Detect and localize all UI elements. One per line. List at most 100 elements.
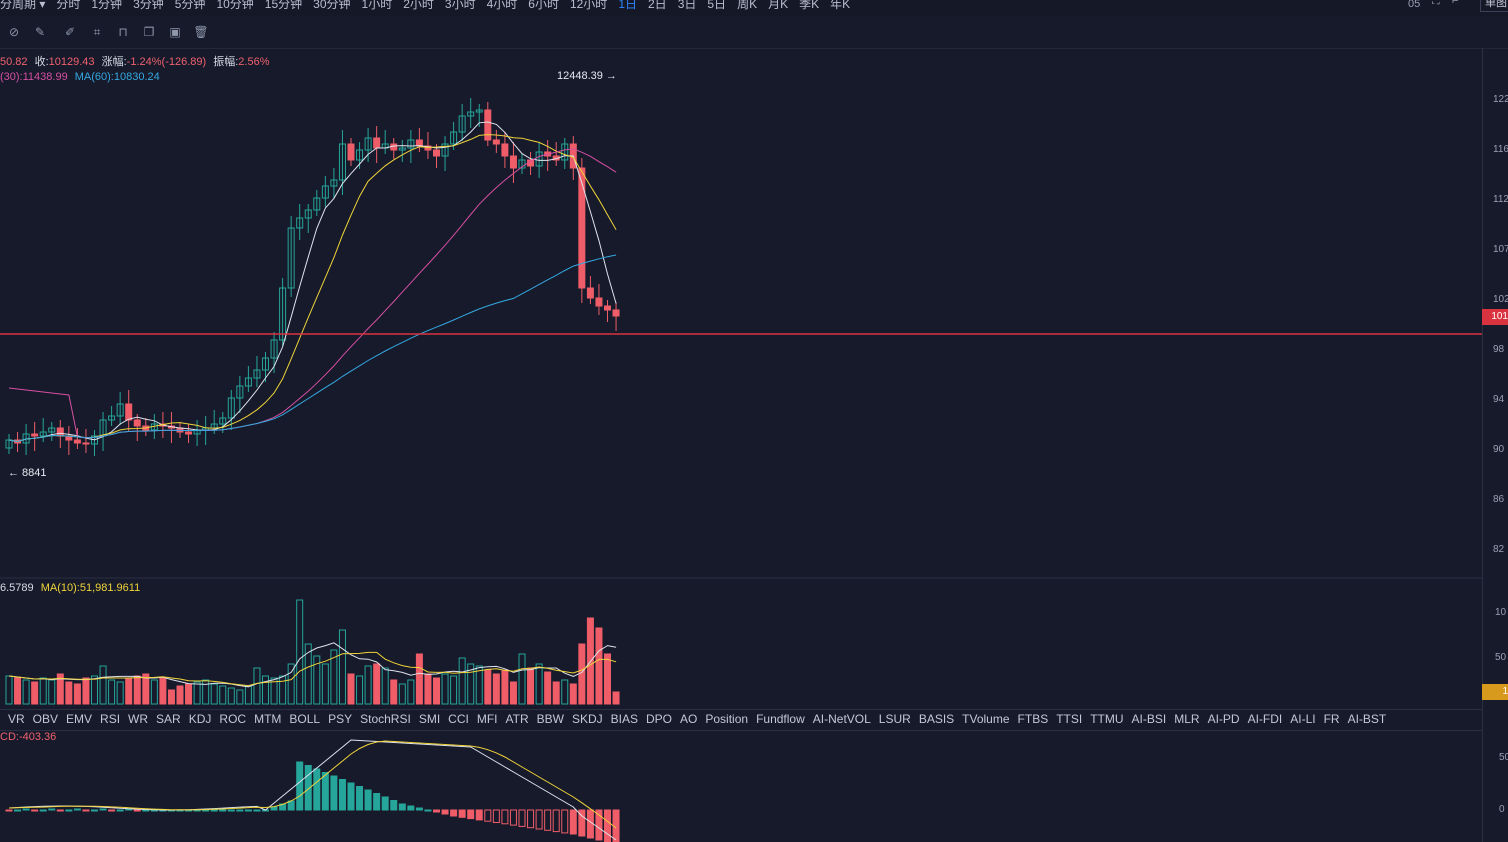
period-7[interactable]: 30分钟 <box>313 0 351 11</box>
indicator-tab-fundflow[interactable]: Fundflow <box>756 712 805 726</box>
volume-bar <box>313 655 321 705</box>
indicator-tab-sar[interactable]: SAR <box>156 712 181 726</box>
macd-bar <box>544 809 552 831</box>
volume-axis-tick: 10 <box>1495 607 1507 618</box>
period-4[interactable]: 5分钟 <box>174 0 206 11</box>
copy-icon[interactable]: ❐ <box>143 25 155 39</box>
settings-icon[interactable]: ⌐ <box>1452 0 1459 7</box>
volume-bar <box>347 673 355 705</box>
indicator-tab-position[interactable]: Position <box>705 712 749 726</box>
volume-bar <box>210 683 218 705</box>
candle-body <box>321 185 329 199</box>
macd-bar <box>91 809 98 812</box>
measure-icon[interactable]: ⌗ <box>93 25 101 39</box>
timezone-label[interactable]: 05 <box>1408 0 1421 10</box>
indicator-tab-mtm[interactable]: MTM <box>254 712 282 726</box>
low-marker: ← 8841 <box>8 467 47 479</box>
candle-body <box>518 159 526 169</box>
indicator-tab-ttsi[interactable]: TTSI <box>1056 712 1083 726</box>
indicator-tab-bias[interactable]: BIAS <box>610 712 638 726</box>
indicator-tab-vr[interactable]: VR <box>8 712 25 726</box>
period-10[interactable]: 3小时 <box>444 0 476 11</box>
macd-bar <box>210 809 218 812</box>
indicator-tab-mlr[interactable]: MLR <box>1174 712 1200 726</box>
trash-icon[interactable]: 🗑 <box>193 25 209 39</box>
indicator-tab-obv[interactable]: OBV <box>32 712 59 726</box>
period-16[interactable]: 3日 <box>677 0 697 11</box>
indicator-tab-boll[interactable]: BOLL <box>289 712 321 726</box>
indicator-tab-dpo[interactable]: DPO <box>646 712 673 726</box>
price-axis-tick: 102 <box>1493 294 1508 305</box>
fullscreen-icon[interactable]: ⛶ <box>1432 0 1440 7</box>
indicator-tab-skdj[interactable]: SKDJ <box>571 712 603 726</box>
macd-bar <box>552 809 560 833</box>
indicator-tab-rsi[interactable]: RSI <box>100 712 121 726</box>
indicator-tab-wr[interactable]: WR <box>128 712 149 726</box>
volume-bar <box>492 673 500 705</box>
period-8[interactable]: 1小时 <box>361 0 393 11</box>
period-9[interactable]: 2小时 <box>403 0 434 11</box>
macd-bar <box>381 796 389 811</box>
ma60-value: MA(60):10830.24 <box>74 71 160 83</box>
indicator-tab-ftbs[interactable]: FTBS <box>1017 712 1049 726</box>
price-axis[interactable]: 122 116 112 107 102 98 94 90 86 82 10 50 50 0 <box>1482 48 1508 842</box>
indicator-tab-ai-netvol[interactable]: AI-NetVOL <box>812 712 871 726</box>
volume-bar <box>99 665 107 705</box>
period-17[interactable]: 5日 <box>707 0 727 11</box>
period-19[interactable]: 月K <box>768 0 789 11</box>
volume-bar <box>91 675 98 705</box>
indicator-tab-mfi[interactable]: MFI <box>476 712 498 726</box>
indicator-tab-kdj[interactable]: KDJ <box>188 712 212 726</box>
lock-icon[interactable]: ⊓ <box>118 25 128 39</box>
period-5[interactable]: 10分钟 <box>216 0 254 11</box>
candle-body <box>48 427 56 433</box>
indicator-tab-ttmu[interactable]: TTMU <box>1090 712 1124 726</box>
period-11[interactable]: 4小时 <box>486 0 518 11</box>
volume-bar <box>167 689 175 705</box>
indicator-tab-basis[interactable]: BASIS <box>918 712 955 726</box>
pencil-icon[interactable]: ✎ <box>34 25 46 39</box>
period-14[interactable]: 1日 <box>618 0 637 11</box>
macd-bar <box>321 772 329 811</box>
indicator-tab-roc[interactable]: ROC <box>219 712 247 726</box>
period-2[interactable]: 1分钟 <box>91 0 123 11</box>
period-20[interactable]: 季K <box>799 0 820 11</box>
indicator-tab-ao[interactable]: AO <box>680 712 698 726</box>
period-3[interactable]: 3分钟 <box>133 0 164 11</box>
indicator-tab-cci[interactable]: CCI <box>448 712 469 726</box>
period-13[interactable]: 12小时 <box>569 0 608 11</box>
volume-bar <box>185 683 193 705</box>
ruler-icon[interactable]: ⊘ <box>8 25 20 39</box>
indicator-tab-ai-li[interactable]: AI-LI <box>1290 712 1316 726</box>
candle-body <box>467 111 475 117</box>
indicator-tab-atr[interactable]: ATR <box>505 712 529 726</box>
indicator-tab-emv[interactable]: EMV <box>66 712 93 726</box>
period-0[interactable]: 分周期 ▾ <box>0 0 46 11</box>
indicator-tab-ai-bsi[interactable]: AI-BSI <box>1131 712 1167 726</box>
period-15[interactable]: 2日 <box>648 0 667 11</box>
indicator-tab-fr[interactable]: FR <box>1323 712 1340 726</box>
indicator-tab-ai-bst[interactable]: AI-BST <box>1347 712 1387 726</box>
indicator-tab-psy[interactable]: PSY <box>328 712 353 726</box>
indicator-tab-tvolume[interactable]: TVolume <box>962 712 1010 726</box>
period-12[interactable]: 6小时 <box>528 0 559 11</box>
single-chart-button[interactable]: 单图 <box>1480 0 1508 12</box>
period-1[interactable]: 分时 <box>56 0 81 11</box>
pen-icon[interactable]: ✐ <box>64 25 76 39</box>
period-6[interactable]: 15分钟 <box>264 0 303 11</box>
indicator-tab-ai-pd[interactable]: AI-PD <box>1207 712 1240 726</box>
candle-body <box>227 397 235 419</box>
indicator-tab-stochrsi[interactable]: StochRSI <box>360 712 411 726</box>
indicator-tab-smi[interactable]: SMI <box>418 712 441 726</box>
indicator-tab-bbw[interactable]: BBW <box>536 712 564 726</box>
indicator-tab-ai-fdi[interactable]: AI-FDI <box>1247 712 1283 726</box>
candle-body <box>313 197 321 211</box>
period-18[interactable]: 周K <box>737 0 758 11</box>
kline-chart[interactable] <box>0 48 1482 842</box>
screenshot-icon[interactable]: ▣ <box>169 25 181 39</box>
indicator-tab-lsur[interactable]: LSUR <box>878 712 911 726</box>
close-value: 10129.43 <box>48 56 95 68</box>
candle-body <box>73 439 81 444</box>
period-21[interactable]: 年K <box>830 0 851 11</box>
change-label: 涨幅: <box>101 56 127 68</box>
